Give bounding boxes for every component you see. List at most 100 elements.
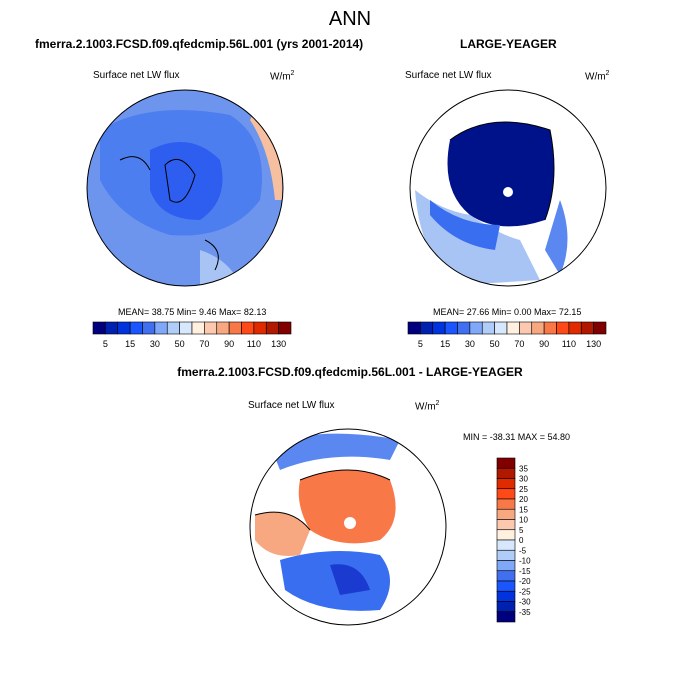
colorbar-box (496, 529, 516, 541)
colorbar-box (228, 321, 242, 335)
colorbar-label: 70 (199, 339, 209, 349)
colorbar-box (241, 321, 255, 335)
colorbar-label: 70 (514, 339, 524, 349)
colorbar-box (496, 590, 516, 602)
colorbar-label: 110 (562, 339, 576, 349)
colorbar-box (407, 321, 421, 335)
colorbar-label: 90 (224, 339, 234, 349)
map-obs (410, 90, 606, 286)
panel3-units: W/m2 (415, 400, 440, 413)
colorbar-label: -5 (519, 546, 527, 555)
colorbar-box (531, 321, 545, 335)
colorbar-box (278, 321, 292, 335)
colorbar-box (191, 321, 205, 335)
colorbar-box (420, 321, 434, 335)
panel1-title: fmerra.2.1003.FCSD.f09.qfedcmip.56L.001 … (35, 37, 364, 51)
colorbar-box (457, 321, 471, 335)
colorbar-box (496, 508, 516, 520)
colorbar-label: 30 (150, 339, 160, 349)
colorbar-box (105, 321, 119, 335)
colorbar-box (265, 321, 279, 335)
colorbar-box (496, 580, 516, 592)
colorbar-box (496, 601, 516, 613)
panel2-units: W/m2 (585, 70, 610, 83)
panel2-stats: MEAN= 27.66 Min= 0.00 Max= 72.15 (433, 307, 582, 317)
colorbar-box (496, 549, 516, 561)
map-diff (250, 429, 446, 625)
colorbar-model: 5 15 30 50 70 90 110 130 (92, 321, 292, 349)
map-diff-border (249, 428, 447, 626)
colorbar-label: 130 (271, 339, 286, 349)
colorbar-box (496, 467, 516, 479)
colorbar-box (154, 321, 168, 335)
colorbar-label: 30 (465, 339, 475, 349)
colorbar-box (481, 321, 495, 335)
colorbar-box (496, 457, 516, 469)
colorbar-box (496, 498, 516, 510)
colorbar-label: -10 (519, 557, 531, 566)
colorbar-box (129, 321, 143, 335)
panel3-stats: MIN = -38.31 MAX = 54.80 (463, 432, 571, 442)
colorbar-box (568, 321, 582, 335)
colorbar-label: -15 (519, 567, 531, 576)
colorbar-box (506, 321, 520, 335)
panel3-variable: Surface net LW flux (248, 400, 335, 411)
colorbar-label: 110 (247, 339, 261, 349)
colorbar-label: -25 (519, 587, 531, 596)
colorbar-box (496, 478, 516, 490)
colorbar-box (444, 321, 458, 335)
colorbar-box (543, 321, 557, 335)
figure-title: ANN (328, 8, 372, 30)
panel1-variable: Surface net LW flux (93, 70, 180, 81)
colorbar-box (469, 321, 483, 335)
colorbar-box (496, 570, 516, 582)
colorbar-label: 90 (539, 339, 549, 349)
map-model-border (86, 89, 284, 287)
colorbar-box (519, 321, 533, 335)
colorbar-box (496, 560, 516, 572)
colorbar-label: 10 (519, 516, 528, 525)
colorbar-box (496, 488, 516, 500)
colorbar-box (496, 519, 516, 531)
map-model (87, 90, 283, 286)
colorbar-label: 25 (519, 485, 528, 494)
colorbar-box (216, 321, 230, 335)
colorbar-box (179, 321, 193, 335)
colorbar-box (580, 321, 594, 335)
colorbar-label: 5 (103, 339, 108, 349)
map-obs-border (409, 89, 607, 287)
colorbar-label: -30 (519, 598, 531, 607)
colorbar-label: 35 (519, 464, 528, 473)
panel3-title: fmerra.2.1003.FCSD.f09.qfedcmip.56L.001 … (177, 365, 523, 379)
panel2-variable: Surface net LW flux (405, 70, 492, 81)
colorbar-box (432, 321, 446, 335)
colorbar-label: 50 (490, 339, 500, 349)
colorbar-box (92, 321, 106, 335)
colorbar-box (117, 321, 131, 335)
colorbar-box (204, 321, 218, 335)
colorbar-label: 15 (125, 339, 135, 349)
panel1-stats: MEAN= 38.75 Min= 9.46 Max= 82.13 (118, 307, 267, 317)
colorbar-label: 15 (440, 339, 450, 349)
panel1-units: W/m2 (270, 70, 295, 83)
colorbar-box (142, 321, 156, 335)
colorbar-label: 5 (519, 526, 524, 535)
colorbar-label: -35 (519, 608, 531, 617)
colorbar-obs: 5 15 30 50 70 90 110 130 (407, 321, 607, 349)
panel2-title: LARGE-YEAGER (460, 37, 557, 51)
colorbar-box (494, 321, 508, 335)
colorbar-label: 0 (519, 536, 524, 545)
colorbar-box (166, 321, 180, 335)
colorbar-box (253, 321, 267, 335)
colorbar-label: -20 (519, 577, 531, 586)
colorbar-box (556, 321, 570, 335)
colorbar-label: 50 (175, 339, 185, 349)
colorbar-label: 30 (519, 475, 528, 484)
colorbar-label: 15 (519, 505, 528, 514)
colorbar-box (496, 611, 516, 623)
colorbar-box (496, 539, 516, 551)
colorbar-label: 5 (418, 339, 423, 349)
colorbar-label: 130 (586, 339, 601, 349)
